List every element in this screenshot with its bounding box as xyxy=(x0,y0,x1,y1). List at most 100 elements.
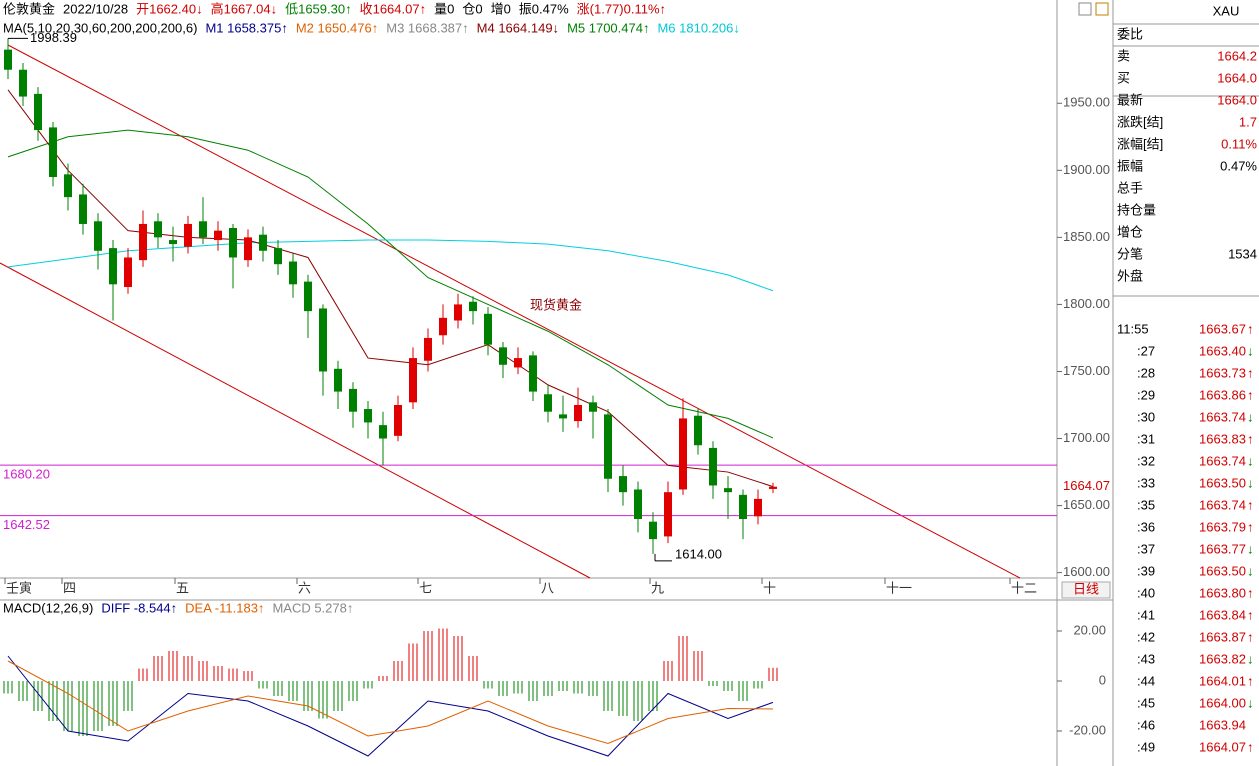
x-tick-label: 十一 xyxy=(886,580,912,595)
y-tick-label: 1900.00 xyxy=(1063,162,1110,177)
candle-body xyxy=(79,194,87,224)
y-tick-label: 0 xyxy=(1099,672,1106,687)
tick-arrow: ↓ xyxy=(1247,563,1254,578)
quote-value: 1534 xyxy=(1228,246,1257,261)
header-item: M3 1668.387↑ xyxy=(386,20,468,35)
quote-value: 0.11% xyxy=(1221,136,1257,151)
quote-label: 总手 xyxy=(1117,180,1143,195)
candle-body xyxy=(709,447,717,486)
header-item: 伦敦黄金 xyxy=(3,1,55,16)
header-item: M6 1810.206↓ xyxy=(657,20,739,35)
tick-time: :40 xyxy=(1137,585,1155,600)
quote-label: 增仓 xyxy=(1117,224,1143,239)
quote-label: 振幅 xyxy=(1117,158,1143,173)
header-item: 涨(1.77)0.11%↑ xyxy=(577,1,666,16)
header-item: 高1667.04↓ xyxy=(211,1,278,16)
candle-body xyxy=(514,358,522,368)
candle-body xyxy=(304,281,312,312)
x-tick-label: 壬寅 xyxy=(6,580,32,595)
candle-body xyxy=(724,488,732,493)
candle-body xyxy=(574,405,582,422)
tick-arrow: ↑ xyxy=(1247,497,1254,512)
y-tick-label: 1700.00 xyxy=(1063,430,1110,445)
header-item: 收1664.07↑ xyxy=(360,1,427,16)
tick-price: 1663.79 xyxy=(1199,519,1246,534)
tick-price: 1663.82 xyxy=(1199,651,1246,666)
tick-time: 11:55 xyxy=(1117,321,1149,336)
tick-arrow: ↑ xyxy=(1247,431,1254,446)
tick-arrow: ↓ xyxy=(1247,409,1254,424)
x-tick-label: 六 xyxy=(298,580,311,595)
ma-line xyxy=(7,89,774,488)
candle-body xyxy=(394,405,402,436)
candle-body xyxy=(679,418,687,490)
candle-body xyxy=(409,358,417,403)
tick-time: :35 xyxy=(1137,497,1155,512)
candle-body xyxy=(529,355,537,392)
tick-price: 1663.84 xyxy=(1199,607,1246,622)
tick-arrow: ↑ xyxy=(1247,739,1254,754)
x-tick-label: 四 xyxy=(63,580,76,595)
tick-price: 1663.74 xyxy=(1199,453,1246,468)
candle-body xyxy=(469,301,477,312)
tick-price: 1663.74 xyxy=(1199,497,1246,512)
h-line-label: 1680.20 xyxy=(3,467,50,482)
tick-arrow: ↑ xyxy=(1247,365,1254,380)
tick-price: 1663.40 xyxy=(1199,343,1246,358)
candle-body xyxy=(109,248,117,285)
x-tick-label: 十二 xyxy=(1011,580,1037,595)
y-tick-label: 1950.00 xyxy=(1063,95,1110,110)
quote-value: 1.7 xyxy=(1239,114,1257,129)
symbol: XAU xyxy=(1213,3,1240,18)
header-item: DEA -11.183↑ xyxy=(185,600,264,615)
header-item: M2 1650.476↑ xyxy=(296,20,378,35)
header-item: 量0 xyxy=(434,1,454,16)
x-tick-label: 五 xyxy=(176,580,189,595)
tick-arrow: ↓ xyxy=(1247,651,1254,666)
icon[interactable] xyxy=(1095,2,1109,16)
header-item: MACD 5.278↑ xyxy=(272,600,353,615)
last-price: 1664.07 xyxy=(1063,478,1110,493)
dea-line xyxy=(7,660,774,745)
tick-arrow: ↑ xyxy=(1247,585,1254,600)
candle-body xyxy=(649,521,657,540)
tick-price: 1663.50 xyxy=(1199,563,1246,578)
candle-body xyxy=(334,368,342,392)
tick-arrow: ↑ xyxy=(1247,387,1254,402)
tick-time: :31 xyxy=(1137,431,1155,446)
tick-time: :41 xyxy=(1137,607,1155,622)
header-item: M5 1700.474↑ xyxy=(567,20,649,35)
candle-body xyxy=(244,237,252,261)
y-tick-label: 1650.00 xyxy=(1063,497,1110,512)
period-button[interactable] xyxy=(1061,581,1111,599)
tick-arrow: ↓ xyxy=(1247,475,1254,490)
candle-body xyxy=(319,308,327,372)
icon[interactable] xyxy=(1078,2,1092,16)
tick-time: :37 xyxy=(1137,541,1155,556)
tick-time: :45 xyxy=(1137,695,1155,710)
candle-body xyxy=(4,49,12,70)
tick-time: :43 xyxy=(1137,651,1155,666)
candle-body xyxy=(169,240,177,245)
tick-price: 1664.00 xyxy=(1199,695,1246,710)
tick-time: :39 xyxy=(1137,563,1155,578)
tick-time: :29 xyxy=(1137,387,1155,402)
quote-label: 委比 xyxy=(1117,26,1143,41)
period-label[interactable]: 日线 xyxy=(1073,581,1099,596)
tick-price: 1663.87 xyxy=(1199,629,1246,644)
quote-label: 涨幅[结] xyxy=(1117,136,1163,151)
tick-arrow: ↓ xyxy=(1247,695,1254,710)
quote-label: 买 xyxy=(1117,70,1130,85)
candle-body xyxy=(619,476,627,493)
candle-body xyxy=(379,425,387,439)
y-tick-label: 20.00 xyxy=(1073,622,1106,637)
ma-label: MA(5,10,20,30,60,200,200,200,6) xyxy=(3,20,197,35)
candle-body xyxy=(484,313,492,345)
high-note: 1998.39 xyxy=(30,30,77,45)
candle-body xyxy=(424,337,432,361)
candle-body xyxy=(544,394,552,412)
diff-line xyxy=(7,655,774,757)
macd-title: MACD(12,26,9) xyxy=(3,600,93,615)
tick-time: :44 xyxy=(1137,673,1155,688)
